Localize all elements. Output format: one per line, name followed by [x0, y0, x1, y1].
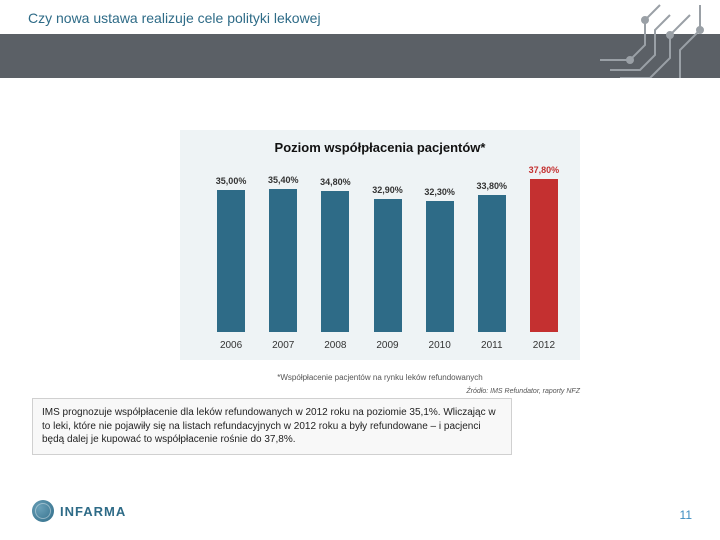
chart-bar: 34,80% [321, 191, 349, 332]
category-label: 2010 [410, 340, 470, 532]
chart-bar: 35,40% [269, 189, 297, 332]
bar-value-label: 35,40% [253, 175, 313, 185]
logo-text: INFARMA [60, 504, 126, 519]
chart-bar: 37,80% [530, 179, 558, 332]
logo: INFARMA [32, 500, 126, 522]
bar-value-label: 37,80% [514, 165, 574, 175]
bar-value-label: 34,80% [305, 177, 365, 187]
category-label: 2006 [201, 340, 261, 532]
chart-plot: 35,00%35,40%34,80%32,90%32,30%33,80%37,8… [205, 170, 570, 332]
chart-title: Poziom współpłacenia pacjentów* [180, 130, 580, 155]
category-label: 2011 [462, 340, 522, 532]
category-label: 2008 [305, 340, 365, 532]
bar-value-label: 35,00% [201, 176, 261, 186]
chart-bar: 32,90% [374, 199, 402, 332]
bar-value-label: 33,80% [462, 181, 522, 191]
page-title: Czy nowa ustawa realizuje cele polityki … [28, 10, 321, 26]
globe-icon [32, 500, 54, 522]
bar-value-label: 32,30% [410, 187, 470, 197]
chart-bar: 35,00% [217, 190, 245, 332]
chart-bar: 32,30% [426, 201, 454, 332]
deco-icon [590, 0, 720, 78]
page-number: 11 [680, 508, 692, 522]
corner-decoration [590, 0, 720, 78]
category-label: 2009 [358, 340, 418, 532]
category-label: 2012 [514, 340, 574, 532]
chart-bar: 33,80% [478, 195, 506, 332]
chart-container: Poziom współpłacenia pacjentów* 35,00%35… [180, 130, 580, 360]
header: Czy nowa ustawa realizuje cele polityki … [0, 0, 720, 78]
category-label: 2007 [253, 340, 313, 532]
bar-value-label: 32,90% [358, 185, 418, 195]
